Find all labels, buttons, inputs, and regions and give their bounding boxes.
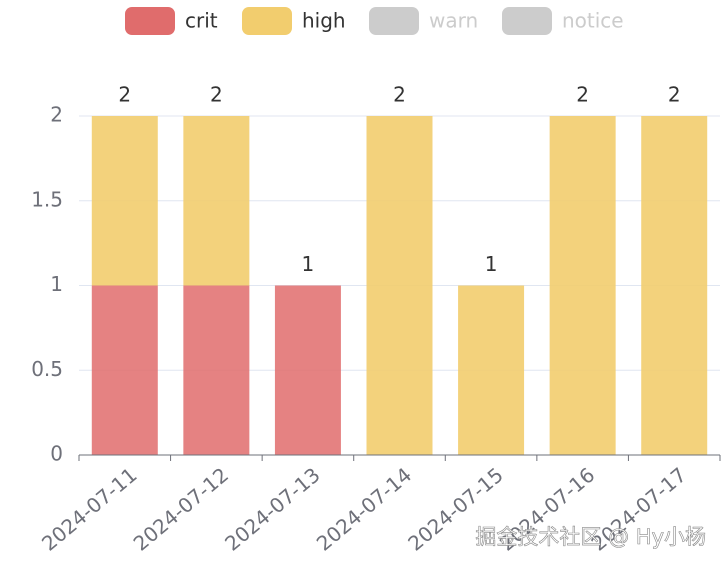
total-label: 2 [393,83,406,107]
watermark: 掘金技术社区 @ Hy小杨 [475,525,706,549]
x-tick-label: 2024-07-14 [312,463,416,556]
y-tick-label: 2 [50,103,63,127]
x-tick-label: 2024-07-12 [129,463,233,556]
legend-swatch [369,7,419,35]
legend-swatch [242,7,292,35]
legend-label: notice [562,9,624,33]
legend-label: high [302,9,346,33]
legend-label: warn [429,9,478,33]
bar [91,116,158,286]
x-tick-label: 2024-07-13 [220,463,324,556]
bar [183,116,250,286]
legend-swatch [125,7,175,35]
total-label: 2 [668,83,681,107]
bar [366,116,433,455]
total-label: 2 [118,83,131,107]
y-tick-label: 1 [50,272,63,296]
bar [641,116,708,455]
y-tick-label: 0 [50,442,63,466]
total-label: 2 [210,83,223,107]
y-tick-label: 0.5 [31,357,63,381]
total-label: 2 [576,83,589,107]
bar [91,285,158,455]
y-tick-label: 1.5 [31,187,63,211]
bar [549,116,616,455]
total-label: 1 [302,252,315,276]
bar [458,285,525,455]
bar [274,285,341,455]
total-label: 1 [485,252,498,276]
legend-label: crit [185,9,218,33]
x-tick-label: 2024-07-11 [37,463,141,556]
bar [183,285,250,455]
legend-swatch [502,7,552,35]
